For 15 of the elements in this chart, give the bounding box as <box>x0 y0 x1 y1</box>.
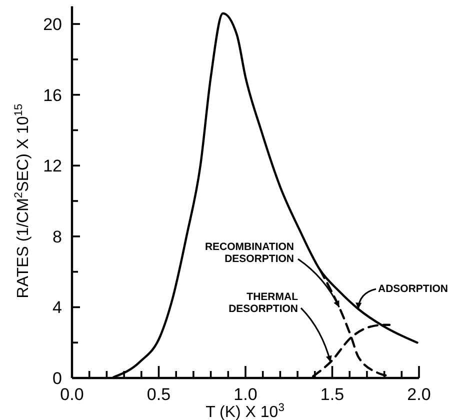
y-tick-label: 16 <box>43 86 62 105</box>
y-tick-label: 0 <box>52 369 62 388</box>
y-tick-label: 12 <box>43 156 62 176</box>
x-tick-label: 2.0 <box>407 385 431 404</box>
x-axis-title: T (K) X 10$^{3}$ <box>206 402 284 420</box>
x-tick-label: 1.0 <box>234 385 258 404</box>
text: RECOMBINATION DESORPTION <box>204 241 294 265</box>
y-tick-label: 20 <box>43 15 62 34</box>
y-tick-label: 4 <box>52 298 62 318</box>
x-tick-label: 0.0 <box>60 385 84 404</box>
x-tick-label: 0.5 <box>146 385 171 404</box>
x-tick-label: 1.5 <box>320 385 344 404</box>
y-tick-label: 8 <box>52 227 62 246</box>
text: THERMAL DESORPTION <box>228 291 299 315</box>
text: ADSORPTION <box>378 283 448 295</box>
